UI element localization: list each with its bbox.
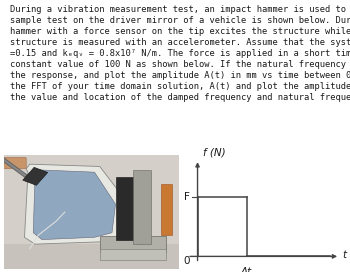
Bar	[116, 177, 136, 240]
Text: 0: 0	[183, 256, 190, 266]
Polygon shape	[33, 170, 116, 240]
Text: Δt: Δt	[241, 267, 252, 272]
Polygon shape	[25, 164, 126, 244]
Text: F: F	[184, 192, 190, 202]
Bar	[133, 170, 150, 244]
Bar	[100, 249, 166, 260]
Text: During a vibration measurement test, an impact hammer is used to excite the stru: During a vibration measurement test, an …	[10, 5, 350, 102]
Bar	[23, 167, 48, 185]
Bar	[4, 244, 178, 269]
Text: t (s): t (s)	[343, 250, 350, 260]
Text: f (N): f (N)	[203, 147, 225, 157]
FancyBboxPatch shape	[2, 157, 26, 169]
Bar	[161, 184, 172, 235]
Bar	[100, 236, 166, 252]
